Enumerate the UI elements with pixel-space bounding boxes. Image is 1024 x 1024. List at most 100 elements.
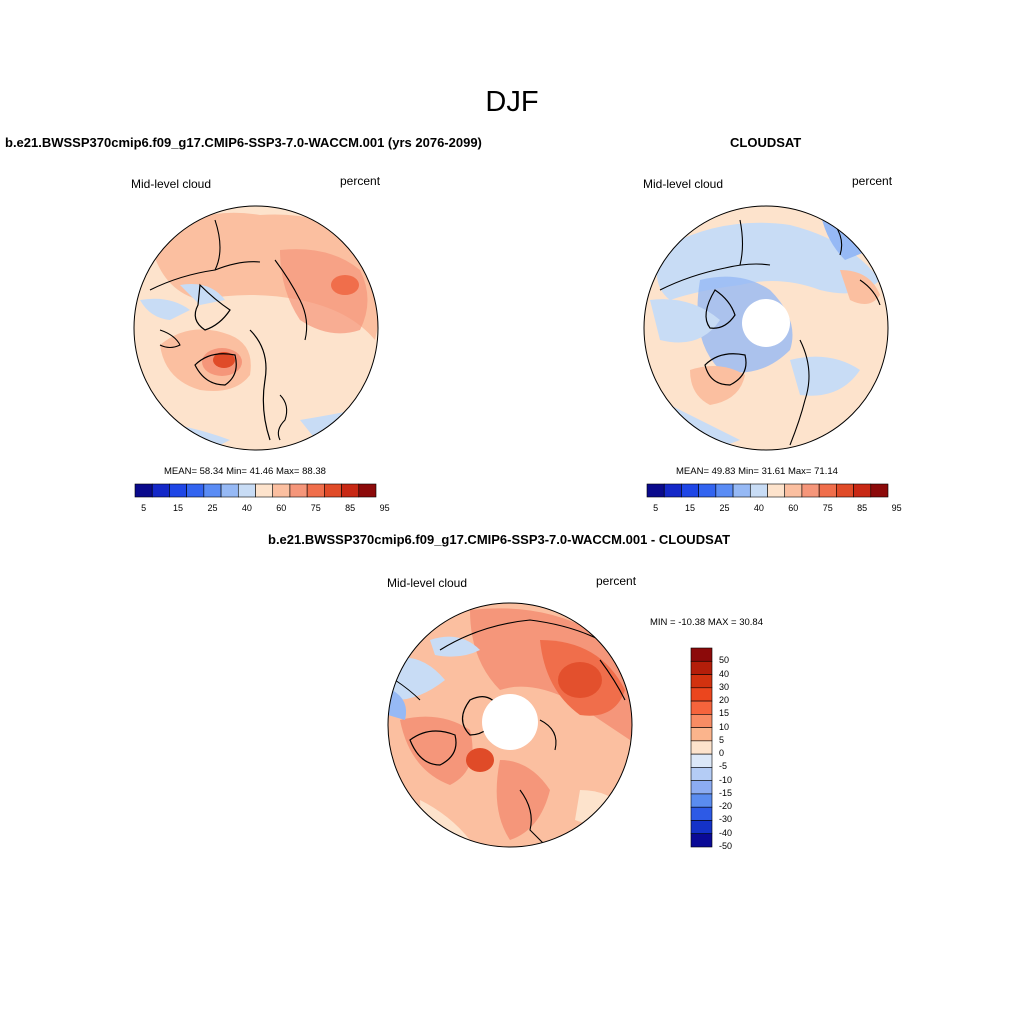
panel1-coast-islands: [159, 329, 181, 348]
panel2-min-label: Min=: [738, 466, 759, 477]
panel1-mean-value: 58.34: [199, 466, 224, 477]
panel3-colorbar-tick-label: 50: [719, 655, 730, 666]
panel3-colorbar-tick-label: -15: [719, 787, 733, 798]
panel1-units: percent: [340, 174, 381, 188]
panel1-colorbar-tick-label: 15: [173, 503, 184, 513]
panel1-east-patch: [280, 249, 368, 334]
panel3-colorbar-tick-label: 20: [719, 695, 730, 706]
panel2-colorbar-swatch: [732, 483, 751, 498]
panel2-coast-europe: [739, 219, 744, 266]
panel3-colorbar-swatch: [690, 700, 713, 715]
panel3-colorbar-swatch: [690, 833, 713, 848]
panel3-east-patch: [540, 640, 625, 716]
panel2-colorbar-swatch: [646, 483, 665, 498]
panel3-colorbar-swatch: [690, 820, 713, 835]
panel2-colorbar: [646, 483, 889, 498]
panel3-map-outline: [387, 602, 633, 848]
panel1-colorbar-tick-label: 85: [345, 503, 356, 513]
panel1-title: b.e21.BWSSP370cmip6.f09_g17.CMIP6-SSP3-7…: [5, 135, 482, 150]
panel2-northeast-blue: [820, 210, 870, 260]
panel3-map: [387, 602, 633, 848]
panel3-colorbar-swatch: [690, 687, 713, 702]
panel2-colorbar-tick-label: 15: [685, 503, 696, 513]
panel1-colorbar-tick-label: 75: [310, 503, 321, 513]
panel1-colorbar: [134, 483, 377, 498]
panel2-coast-americas: [789, 339, 810, 446]
panel1-max-value: 88.38: [302, 466, 326, 477]
panel3-colorbar-swatch: [690, 793, 713, 808]
panel2-units: percent: [852, 174, 893, 188]
panel1-colorbar-swatch: [358, 483, 377, 498]
panel2-east-patch: [840, 270, 880, 304]
panel1-min-value: 41.46: [249, 466, 274, 477]
panel2-title: CLOUDSAT: [730, 135, 802, 150]
panel1-colorbar-swatch: [134, 483, 153, 498]
panel1-colorbar-swatch: [151, 483, 170, 498]
panel3-colorbar-tick-label: -5: [719, 761, 728, 772]
panel3-coast-alaska: [599, 659, 626, 701]
panel1-blue-north: [180, 284, 225, 305]
panel1-map: [133, 205, 379, 451]
panel1-colorbar-swatch: [220, 483, 239, 498]
panel1-colorbar-swatch: [186, 483, 205, 498]
panel3-colorbar-tick-label: -40: [719, 827, 733, 838]
panel2-colorbar-tick-label: 5: [653, 503, 659, 513]
panel3-south-patch: [496, 760, 550, 840]
panel1-blue-west: [140, 298, 190, 320]
panel2-variable: Mid-level cloud: [643, 177, 724, 191]
panel3-colorbar-tick-label: 0: [719, 748, 725, 759]
panel3-colorbar-swatch: [690, 660, 713, 675]
panel3-blue-west: [388, 657, 445, 700]
panel3-base-field: [388, 603, 632, 847]
panel2-coast-greenland: [705, 289, 736, 329]
panel3-blue-northwest: [430, 636, 480, 657]
panel1-coast-scandinavia: [277, 394, 288, 441]
panel1-coast-americas: [249, 329, 271, 441]
panel3-units: percent: [596, 574, 637, 588]
panel1-base-field: [134, 206, 378, 450]
panel1-colorbar-tick-label: 60: [276, 503, 287, 513]
panel1-coast-alaska: [274, 259, 308, 341]
panel1-coast-siberia: [149, 261, 261, 291]
panel1-coast-europe: [214, 219, 221, 271]
panel3-colorbar-swatch: [690, 767, 713, 781]
panel1-colorbar-swatch: [341, 483, 360, 498]
panel2-colorbar-swatch: [767, 483, 786, 498]
panel1-colorbar-swatch: [237, 483, 256, 498]
panel1-colorbar-swatch: [272, 483, 291, 498]
panel3-coast-greenland: [461, 696, 501, 736]
panel1-blue-southeast: [300, 410, 355, 445]
panel3-light-southwest: [420, 800, 470, 845]
panel3-stats: MIN = -10.38 MAX = 30.84: [650, 617, 764, 628]
panel3-north-band: [470, 608, 632, 740]
panel2-southeast-blue: [790, 356, 860, 396]
panel1-colorbar-tick-label: 95: [379, 503, 390, 513]
panel2-west-blue: [650, 299, 720, 343]
panel3-colorbar-swatch: [690, 753, 713, 768]
panel3-colorbar-swatch: [690, 740, 713, 755]
panel1-colorbar-swatch: [203, 483, 222, 498]
panel1-blue-southwest: [145, 420, 230, 450]
panel2-mean-value: 49.83: [711, 466, 736, 477]
panel3-coast-scandinavia: [519, 789, 546, 846]
panel3-polar-gap: [482, 694, 538, 750]
panel1-stats: MEAN= 58.34 Min= 41.46 Max= 88.38: [164, 466, 326, 477]
panel2-map-outline: [643, 205, 889, 451]
panel1-coast-hudson: [194, 353, 237, 386]
panel3-hotspot-south: [466, 748, 494, 772]
panel2-colorbar-swatch: [818, 483, 837, 498]
panel1-colorbar-tick-label: 40: [241, 503, 252, 513]
panel3-colorbar-swatch: [690, 714, 713, 728]
panel2-colorbar-swatch: [784, 483, 803, 498]
panel3-coast-siberia: [439, 619, 601, 651]
panel2-colorbar-tick-label: 60: [788, 503, 799, 513]
panel1-colorbar-swatch: [169, 483, 187, 498]
panel3-colorbar-tick-label: 30: [719, 681, 730, 692]
panel3-colorbar-swatch: [690, 727, 713, 742]
panel2-colorbar-swatch: [801, 483, 820, 498]
panel2-colorbar-tick-label: 75: [822, 503, 833, 513]
panel2-mean-label: MEAN=: [676, 466, 709, 477]
panel2-colorbar-swatch: [749, 483, 768, 498]
panel2-colorbar-swatch: [681, 483, 699, 498]
panel1-colorbar-tick-label: 25: [207, 503, 218, 513]
